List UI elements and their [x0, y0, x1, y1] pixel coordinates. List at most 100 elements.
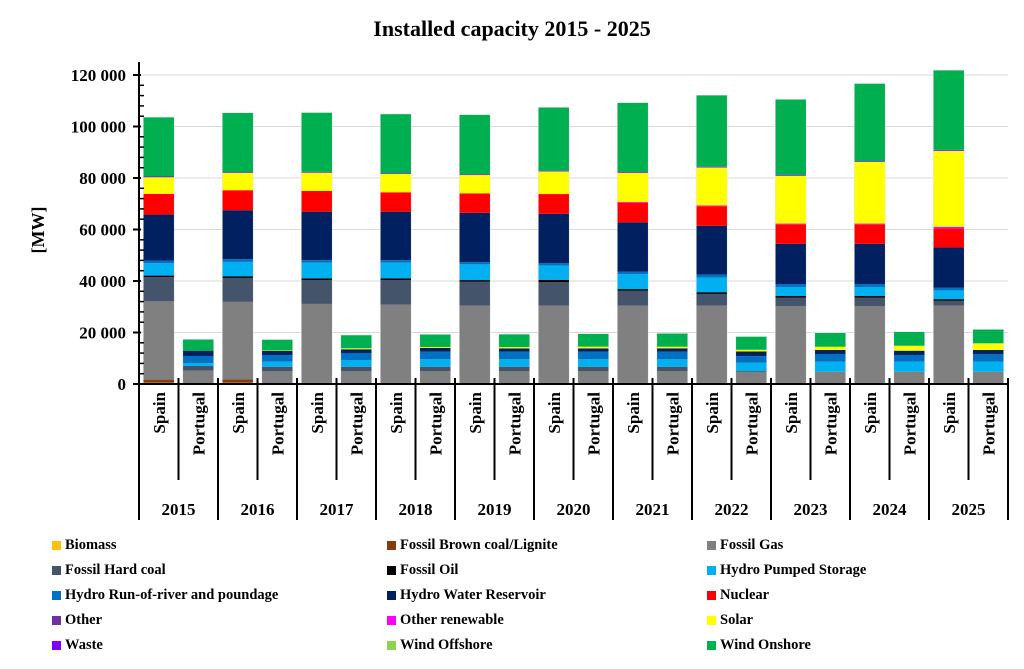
bar-segment-hydro-water-reservoir [261, 351, 293, 355]
bar-segment-solar [775, 175, 807, 224]
bar-segment-hydro-run-of-river-and-poundage [182, 355, 214, 364]
legend-label: Solar [720, 612, 754, 628]
bar-segment-hydro-run-of-river-and-poundage [538, 263, 570, 266]
bar-segment-wind-onshore [972, 329, 1004, 344]
bar-segment-solar [498, 347, 530, 349]
year-label: 2020 [557, 500, 591, 519]
bar-segment-fossil-hard-coal [933, 300, 965, 306]
bar-segment-waste [696, 166, 728, 168]
category-label: Portugal [900, 392, 919, 456]
bar-stack-spain-2025 [932, 69, 965, 385]
bar-segment-hydro-water-reservoir [182, 350, 214, 356]
bar-segment-fossil-gas [459, 305, 491, 383]
x-category-labels: Spain Portugal Spain Portugal Spain Portugal S… [150, 391, 998, 519]
bar-segment-other-renewable [696, 205, 728, 207]
year-label: 2017 [320, 500, 355, 519]
bar-segment-hydro-water-reservoir [538, 213, 570, 264]
year-label: 2021 [636, 500, 670, 519]
category-label: Portugal [268, 392, 287, 456]
bar-segment-nuclear [222, 190, 254, 211]
bar-segment-hydro-pumped-storage [972, 361, 1004, 372]
bar-segment-waste [301, 171, 333, 173]
bar-segment-solar [419, 346, 451, 348]
bar-segment-wind-onshore [854, 83, 886, 162]
legend-swatch [707, 641, 716, 650]
bar-segment-hydro-water-reservoir [775, 243, 807, 285]
legend-item-solar: Solar [707, 612, 753, 629]
legend-swatch [707, 541, 716, 550]
bar-segment-other-renewable [854, 223, 886, 225]
year-label: 2019 [478, 500, 512, 519]
bar-segment-hydro-pumped-storage [775, 287, 807, 297]
bar-segment-nuclear [143, 193, 175, 215]
bar-stack-spain-2017 [300, 112, 333, 385]
bar-segment-hydro-run-of-river-and-poundage [696, 274, 728, 278]
bar-stack-spain-2020 [537, 106, 570, 385]
bar-segment-solar [340, 348, 372, 350]
bar-segment-hydro-run-of-river-and-poundage [933, 287, 965, 291]
category-label: Portugal [584, 392, 603, 456]
bar-segment-fossil-hard-coal [854, 297, 886, 306]
bar-segment-solar [222, 172, 254, 191]
bar-segment-hydro-water-reservoir [459, 212, 491, 263]
bar-segment-hydro-water-reservoir [143, 214, 175, 261]
bar-segment-hydro-pumped-storage [854, 287, 886, 297]
bar-segment-hydro-pumped-storage [656, 359, 688, 367]
bar-segment-hydro-water-reservoir [380, 211, 412, 261]
bar-segment-fossil-oil [222, 276, 254, 278]
bar-segment-wind-onshore [380, 113, 412, 174]
bar-segment-solar [380, 173, 412, 193]
bar-segment-fossil-hard-coal [538, 282, 570, 306]
bar-segment-hydro-pumped-storage [182, 363, 214, 366]
category-label: Spain [229, 391, 248, 433]
bar-segment-hydro-pumped-storage [617, 274, 649, 290]
bar-segment-other-renewable [933, 226, 965, 229]
bar-segment-fossil-oil [380, 278, 412, 280]
legend-label: Wind Onshore [720, 637, 811, 653]
bar-segment-hydro-pumped-storage [814, 361, 846, 372]
category-label: Spain [466, 391, 485, 433]
bar-segment-wind-onshore [933, 70, 965, 150]
legend-swatch [52, 566, 61, 575]
legend-swatch [52, 616, 61, 625]
bar-segment-fossil-hard-coal [577, 366, 609, 371]
y-tick-label: 100 000 [71, 118, 126, 137]
bar-segment-hydro-run-of-river-and-poundage [380, 260, 412, 263]
bar-segment-wind-onshore [893, 331, 925, 346]
bar-segment-fossil-hard-coal [696, 293, 728, 306]
bar-segment-fossil-gas [854, 305, 886, 383]
bar-segment-hydro-water-reservoir [577, 348, 609, 352]
bar-segment-hydro-run-of-river-and-poundage [854, 284, 886, 288]
category-label: Portugal [742, 392, 761, 456]
legend-label: Hydro Run-of-river and poundage [65, 587, 279, 603]
bar-segment-fossil-gas [380, 304, 412, 383]
bar-segment-hydro-pumped-storage [301, 262, 333, 279]
bar-segment-fossil-gas [617, 305, 649, 383]
bar-stack-spain-2022 [695, 94, 728, 385]
bar-stack-portugal-2015 [182, 338, 215, 385]
bar-segment-waste [933, 149, 965, 151]
bar-segment-fossil-hard-coal [617, 290, 649, 306]
bar-segment-solar [933, 150, 965, 227]
bar-segment-hydro-run-of-river-and-poundage [459, 262, 491, 265]
legend-label: Nuclear [720, 587, 770, 603]
category-label: Portugal [663, 392, 682, 456]
legend-swatch [387, 566, 396, 575]
year-label: 2024 [873, 500, 908, 519]
bar-stack-portugal-2025 [972, 329, 1005, 385]
bar-segment-wind-onshore [656, 333, 688, 347]
bar-segment-hydro-run-of-river-and-poundage [222, 259, 254, 262]
category-label: Spain [150, 391, 169, 433]
y-tick-label: 0 [118, 375, 127, 394]
bar-segment-solar [893, 345, 925, 351]
category-label: Portugal [347, 392, 366, 456]
bar-segment-fossil-gas [143, 301, 175, 380]
bar-segment-hydro-pumped-storage [538, 265, 570, 280]
bar-segment-fossil-hard-coal [459, 281, 491, 306]
category-label: Portugal [189, 392, 208, 456]
legend-item-biomass: Biomass [52, 537, 117, 554]
bar-segment-fossil-gas [893, 371, 925, 384]
bar-segment-fossil-gas [538, 305, 570, 383]
bar-segment-wind-onshore [143, 117, 175, 177]
bar-stack-portugal-2023 [814, 332, 847, 385]
